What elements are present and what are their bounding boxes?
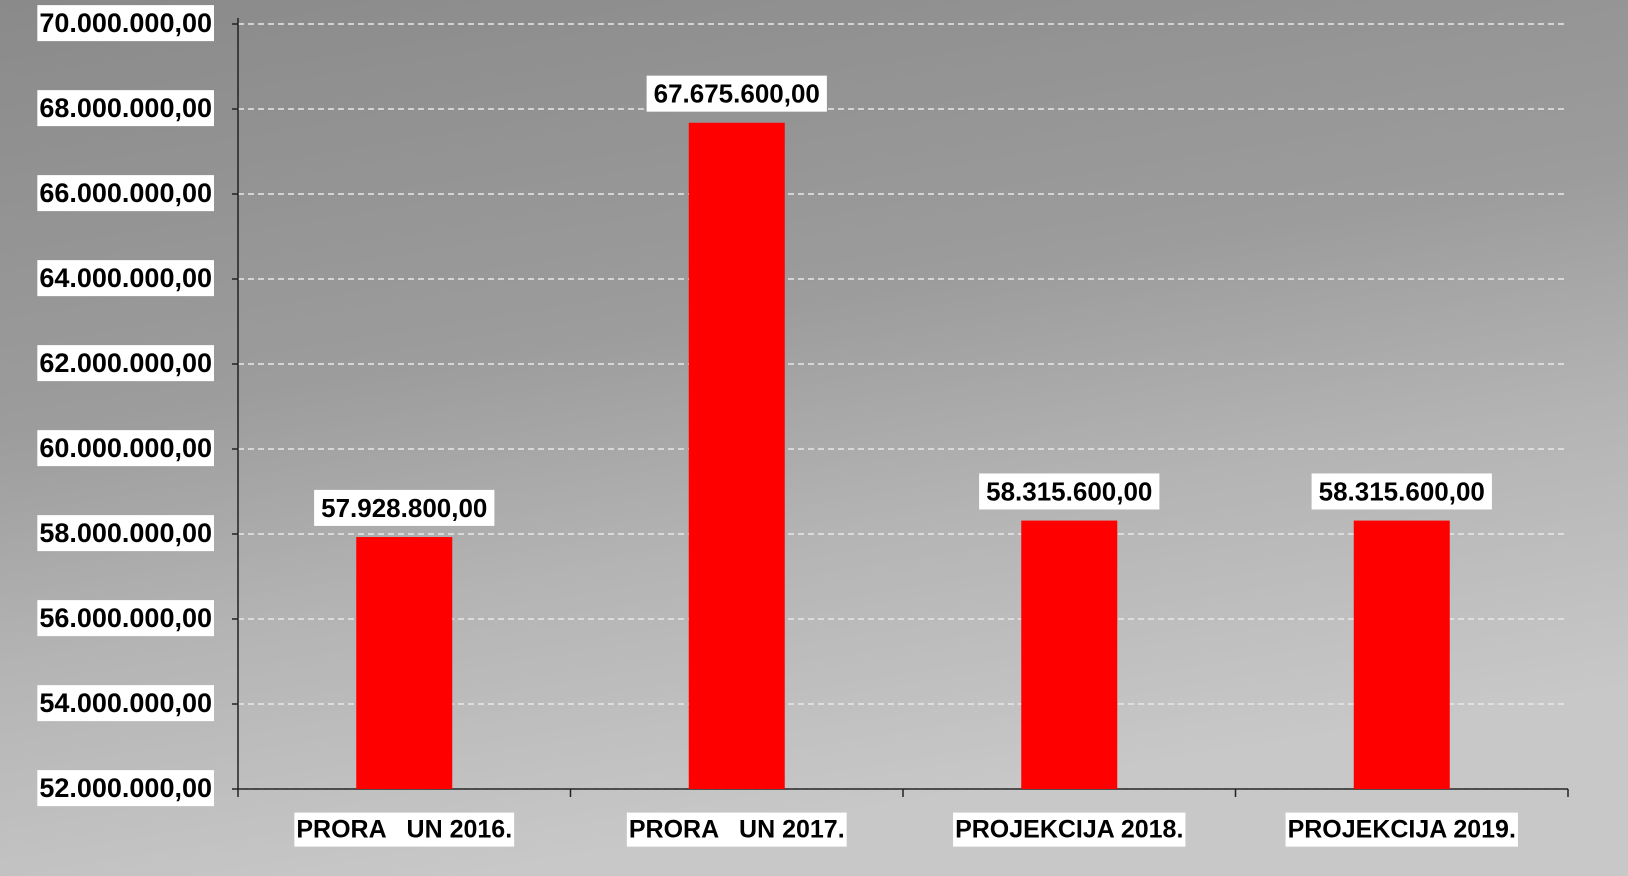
y-tick-label: 66.000.000,00 [39, 178, 212, 208]
bar [1353, 520, 1450, 789]
y-tick-label-group: 64.000.000,00 [37, 260, 214, 297]
y-tick-label-bg [37, 515, 214, 552]
y-tick-label-group: 60.000.000,00 [37, 430, 214, 467]
y-tick-label: 60.000.000,00 [39, 433, 212, 463]
bar [1021, 520, 1118, 789]
y-tick-label-bg [37, 770, 214, 807]
x-tick-label-group: PRORA UN 2017. [626, 812, 847, 847]
y-tick-label-group: 70.000.000,00 [37, 5, 214, 42]
x-tick-label-group: PROJEKCIJA 2019. [1285, 812, 1518, 847]
value-label-group: 57.928.800,00 [314, 489, 495, 526]
y-tick-label: 58.000.000,00 [39, 518, 212, 548]
y-tick-label-group: 58.000.000,00 [37, 515, 214, 552]
x-tick-label-group: PRORA UN 2016. [294, 812, 515, 847]
y-tick-label: 52.000.000,00 [39, 773, 212, 803]
value-label-bg [646, 75, 827, 112]
y-tick-label-bg [37, 90, 214, 127]
y-tick-label-bg [37, 600, 214, 637]
y-tick-label-group: 54.000.000,00 [37, 685, 214, 722]
y-tick-label-bg [37, 260, 214, 297]
x-tick-label: PROJEKCIJA 2018. [955, 816, 1183, 844]
y-tick-label-group: 62.000.000,00 [37, 345, 214, 382]
value-label-group: 58.315.600,00 [979, 473, 1160, 510]
value-label: 67.675.600,00 [654, 79, 820, 109]
y-tick-label: 56.000.000,00 [39, 603, 212, 633]
y-tick-label-bg [37, 345, 214, 382]
y-tick-label-group: 52.000.000,00 [37, 770, 214, 807]
x-tick-label-group: PROJEKCIJA 2018. [953, 812, 1186, 847]
value-label-bg [979, 473, 1160, 510]
value-label: 58.315.600,00 [1319, 476, 1485, 506]
value-label: 58.315.600,00 [986, 476, 1152, 506]
value-label-group: 58.315.600,00 [1311, 473, 1492, 510]
x-tick-label: PRORA UN 2016. [296, 816, 512, 844]
y-tick-label-group: 66.000.000,00 [37, 175, 214, 212]
bar [688, 122, 785, 790]
y-tick-label-group: 68.000.000,00 [37, 90, 214, 127]
y-tick-label: 62.000.000,00 [39, 348, 212, 378]
y-tick-label: 54.000.000,00 [39, 688, 212, 718]
y-tick-label-bg [37, 5, 214, 42]
value-label: 57.928.800,00 [321, 493, 487, 523]
x-tick-label-bg [953, 812, 1186, 847]
y-tick-label: 68.000.000,00 [39, 93, 212, 123]
y-tick-label: 70.000.000,00 [39, 8, 212, 38]
y-tick-label-bg [37, 685, 214, 722]
x-tick-label: PRORA UN 2017. [629, 816, 845, 844]
y-tick-label-group: 56.000.000,00 [37, 600, 214, 637]
x-tick-label: PROJEKCIJA 2019. [1288, 816, 1516, 844]
value-label-bg [1311, 473, 1492, 510]
value-label-bg [314, 489, 495, 526]
x-tick-label-bg [1285, 812, 1518, 847]
y-tick-label-bg [37, 175, 214, 212]
x-tick-label-bg [294, 812, 515, 847]
y-tick-label: 64.000.000,00 [39, 263, 212, 293]
value-label-group: 67.675.600,00 [646, 75, 827, 112]
y-tick-label-bg [37, 430, 214, 467]
x-tick-label-bg [626, 812, 847, 847]
bar [356, 537, 453, 789]
